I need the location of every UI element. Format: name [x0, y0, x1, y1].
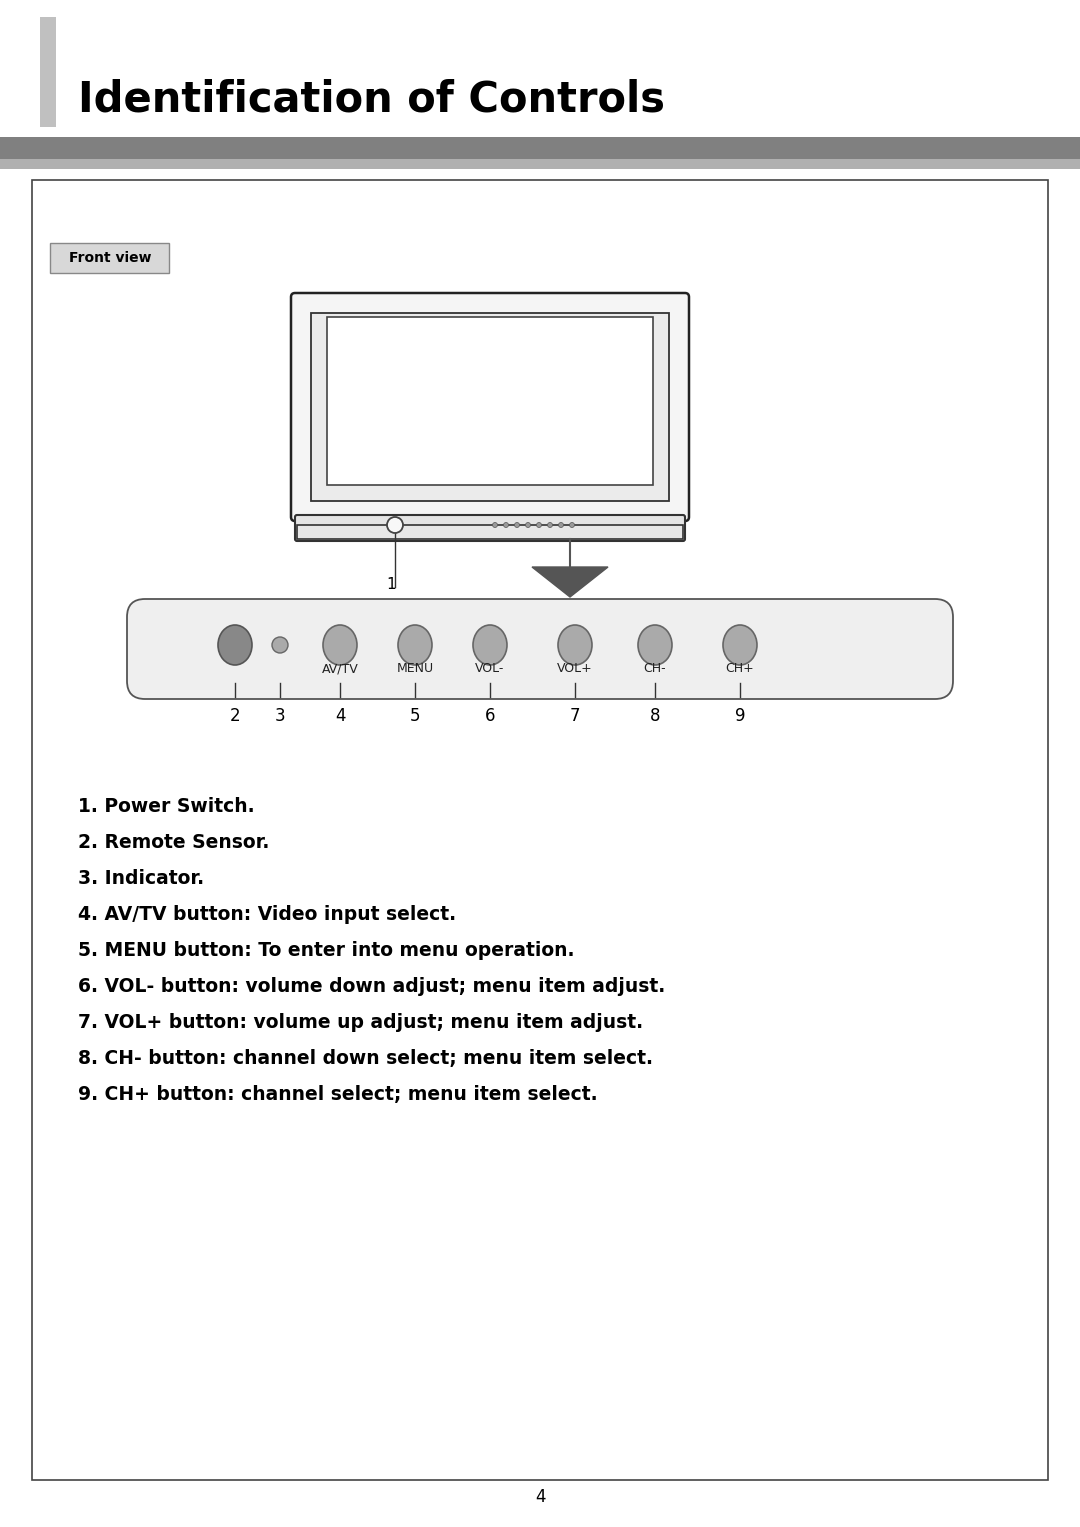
Bar: [311, 313, 669, 501]
Circle shape: [492, 522, 498, 527]
Text: 1. Power Switch.: 1. Power Switch.: [78, 797, 255, 815]
Text: 2: 2: [230, 707, 241, 725]
FancyBboxPatch shape: [295, 515, 685, 541]
Text: 2. Remote Sensor.: 2. Remote Sensor.: [78, 834, 269, 852]
Text: 3. Indicator.: 3. Indicator.: [78, 869, 204, 889]
Text: 8: 8: [650, 707, 660, 725]
Text: 7: 7: [570, 707, 580, 725]
Circle shape: [558, 522, 564, 527]
Text: 4. AV/TV button: Video input select.: 4. AV/TV button: Video input select.: [78, 906, 456, 924]
Ellipse shape: [473, 625, 507, 664]
Text: 3: 3: [274, 707, 285, 725]
Ellipse shape: [218, 625, 252, 664]
Polygon shape: [532, 567, 608, 597]
Text: CH+: CH+: [726, 663, 754, 675]
Text: 6. VOL- button: volume down adjust; menu item adjust.: 6. VOL- button: volume down adjust; menu…: [78, 977, 665, 996]
Ellipse shape: [723, 625, 757, 664]
Bar: [32, 180, 1048, 1480]
Circle shape: [514, 522, 519, 527]
Text: 4: 4: [535, 1487, 545, 1506]
Bar: [0, 137, 1080, 159]
Text: 6: 6: [485, 707, 496, 725]
Text: MENU: MENU: [396, 663, 433, 675]
Ellipse shape: [638, 625, 672, 664]
Bar: [40, 17, 56, 127]
Circle shape: [548, 522, 553, 527]
Text: VOL-: VOL-: [475, 663, 504, 675]
Text: CH-: CH-: [644, 663, 666, 675]
Circle shape: [503, 522, 509, 527]
Circle shape: [272, 637, 288, 654]
FancyBboxPatch shape: [291, 293, 689, 521]
Bar: [297, 525, 683, 539]
Text: 1: 1: [387, 577, 395, 592]
Circle shape: [569, 522, 575, 527]
Circle shape: [537, 522, 541, 527]
Bar: [0, 159, 1080, 169]
Ellipse shape: [323, 625, 357, 664]
Text: Front view: Front view: [69, 250, 151, 266]
Circle shape: [387, 518, 403, 533]
Text: 9: 9: [734, 707, 745, 725]
Ellipse shape: [558, 625, 592, 664]
Text: 4: 4: [335, 707, 346, 725]
Text: 5: 5: [409, 707, 420, 725]
Text: 9. CH+ button: channel select; menu item select.: 9. CH+ button: channel select; menu item…: [78, 1086, 597, 1104]
Text: 5. MENU button: To enter into menu operation.: 5. MENU button: To enter into menu opera…: [78, 941, 575, 960]
Circle shape: [526, 522, 530, 527]
Text: Identification of Controls: Identification of Controls: [78, 79, 665, 121]
Ellipse shape: [399, 625, 432, 664]
FancyBboxPatch shape: [127, 599, 953, 699]
FancyBboxPatch shape: [50, 243, 168, 273]
Text: 8. CH- button: channel down select; menu item select.: 8. CH- button: channel down select; menu…: [78, 1049, 653, 1067]
Text: 7. VOL+ button: volume up adjust; menu item adjust.: 7. VOL+ button: volume up adjust; menu i…: [78, 1012, 643, 1032]
Bar: [327, 318, 653, 486]
Text: AV/TV: AV/TV: [322, 663, 359, 675]
Text: VOL+: VOL+: [557, 663, 593, 675]
